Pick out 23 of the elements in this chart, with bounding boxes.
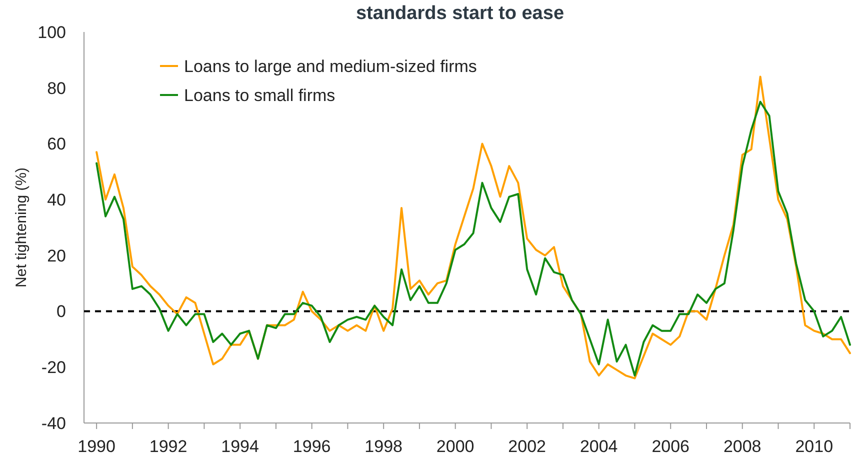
x-tick-label: 2010 bbox=[795, 437, 834, 456]
x-tick-label: 1990 bbox=[78, 437, 116, 456]
y-tick-label: 40 bbox=[47, 190, 66, 210]
y-tick-label: -20 bbox=[41, 358, 66, 378]
legend-label: Loans to large and medium-sized firms bbox=[184, 56, 477, 76]
legend-label: Loans to small firms bbox=[184, 86, 336, 105]
x-tick-label: 2004 bbox=[580, 437, 618, 456]
y-tick-label: 80 bbox=[47, 78, 66, 98]
y-tick-label: 0 bbox=[56, 302, 66, 322]
x-tick-label: 1992 bbox=[149, 437, 188, 456]
y-tick-label: 60 bbox=[47, 134, 66, 154]
chart-title: standards start to ease bbox=[356, 3, 564, 24]
x-tick-label: 1998 bbox=[364, 437, 402, 456]
x-tick-label: 1996 bbox=[292, 437, 331, 456]
x-tick-label: 1994 bbox=[221, 437, 259, 456]
y-tick-label: 20 bbox=[47, 246, 66, 266]
x-tick-label: 2008 bbox=[723, 437, 762, 456]
y-axis-title: Net tightening (%) bbox=[13, 167, 30, 288]
x-tick-label: 2002 bbox=[508, 437, 546, 456]
x-tick-label: 2000 bbox=[436, 437, 474, 456]
y-tick-label: -40 bbox=[41, 414, 66, 433]
y-tick-label: 100 bbox=[38, 22, 66, 42]
x-tick-label: 2006 bbox=[652, 437, 690, 456]
